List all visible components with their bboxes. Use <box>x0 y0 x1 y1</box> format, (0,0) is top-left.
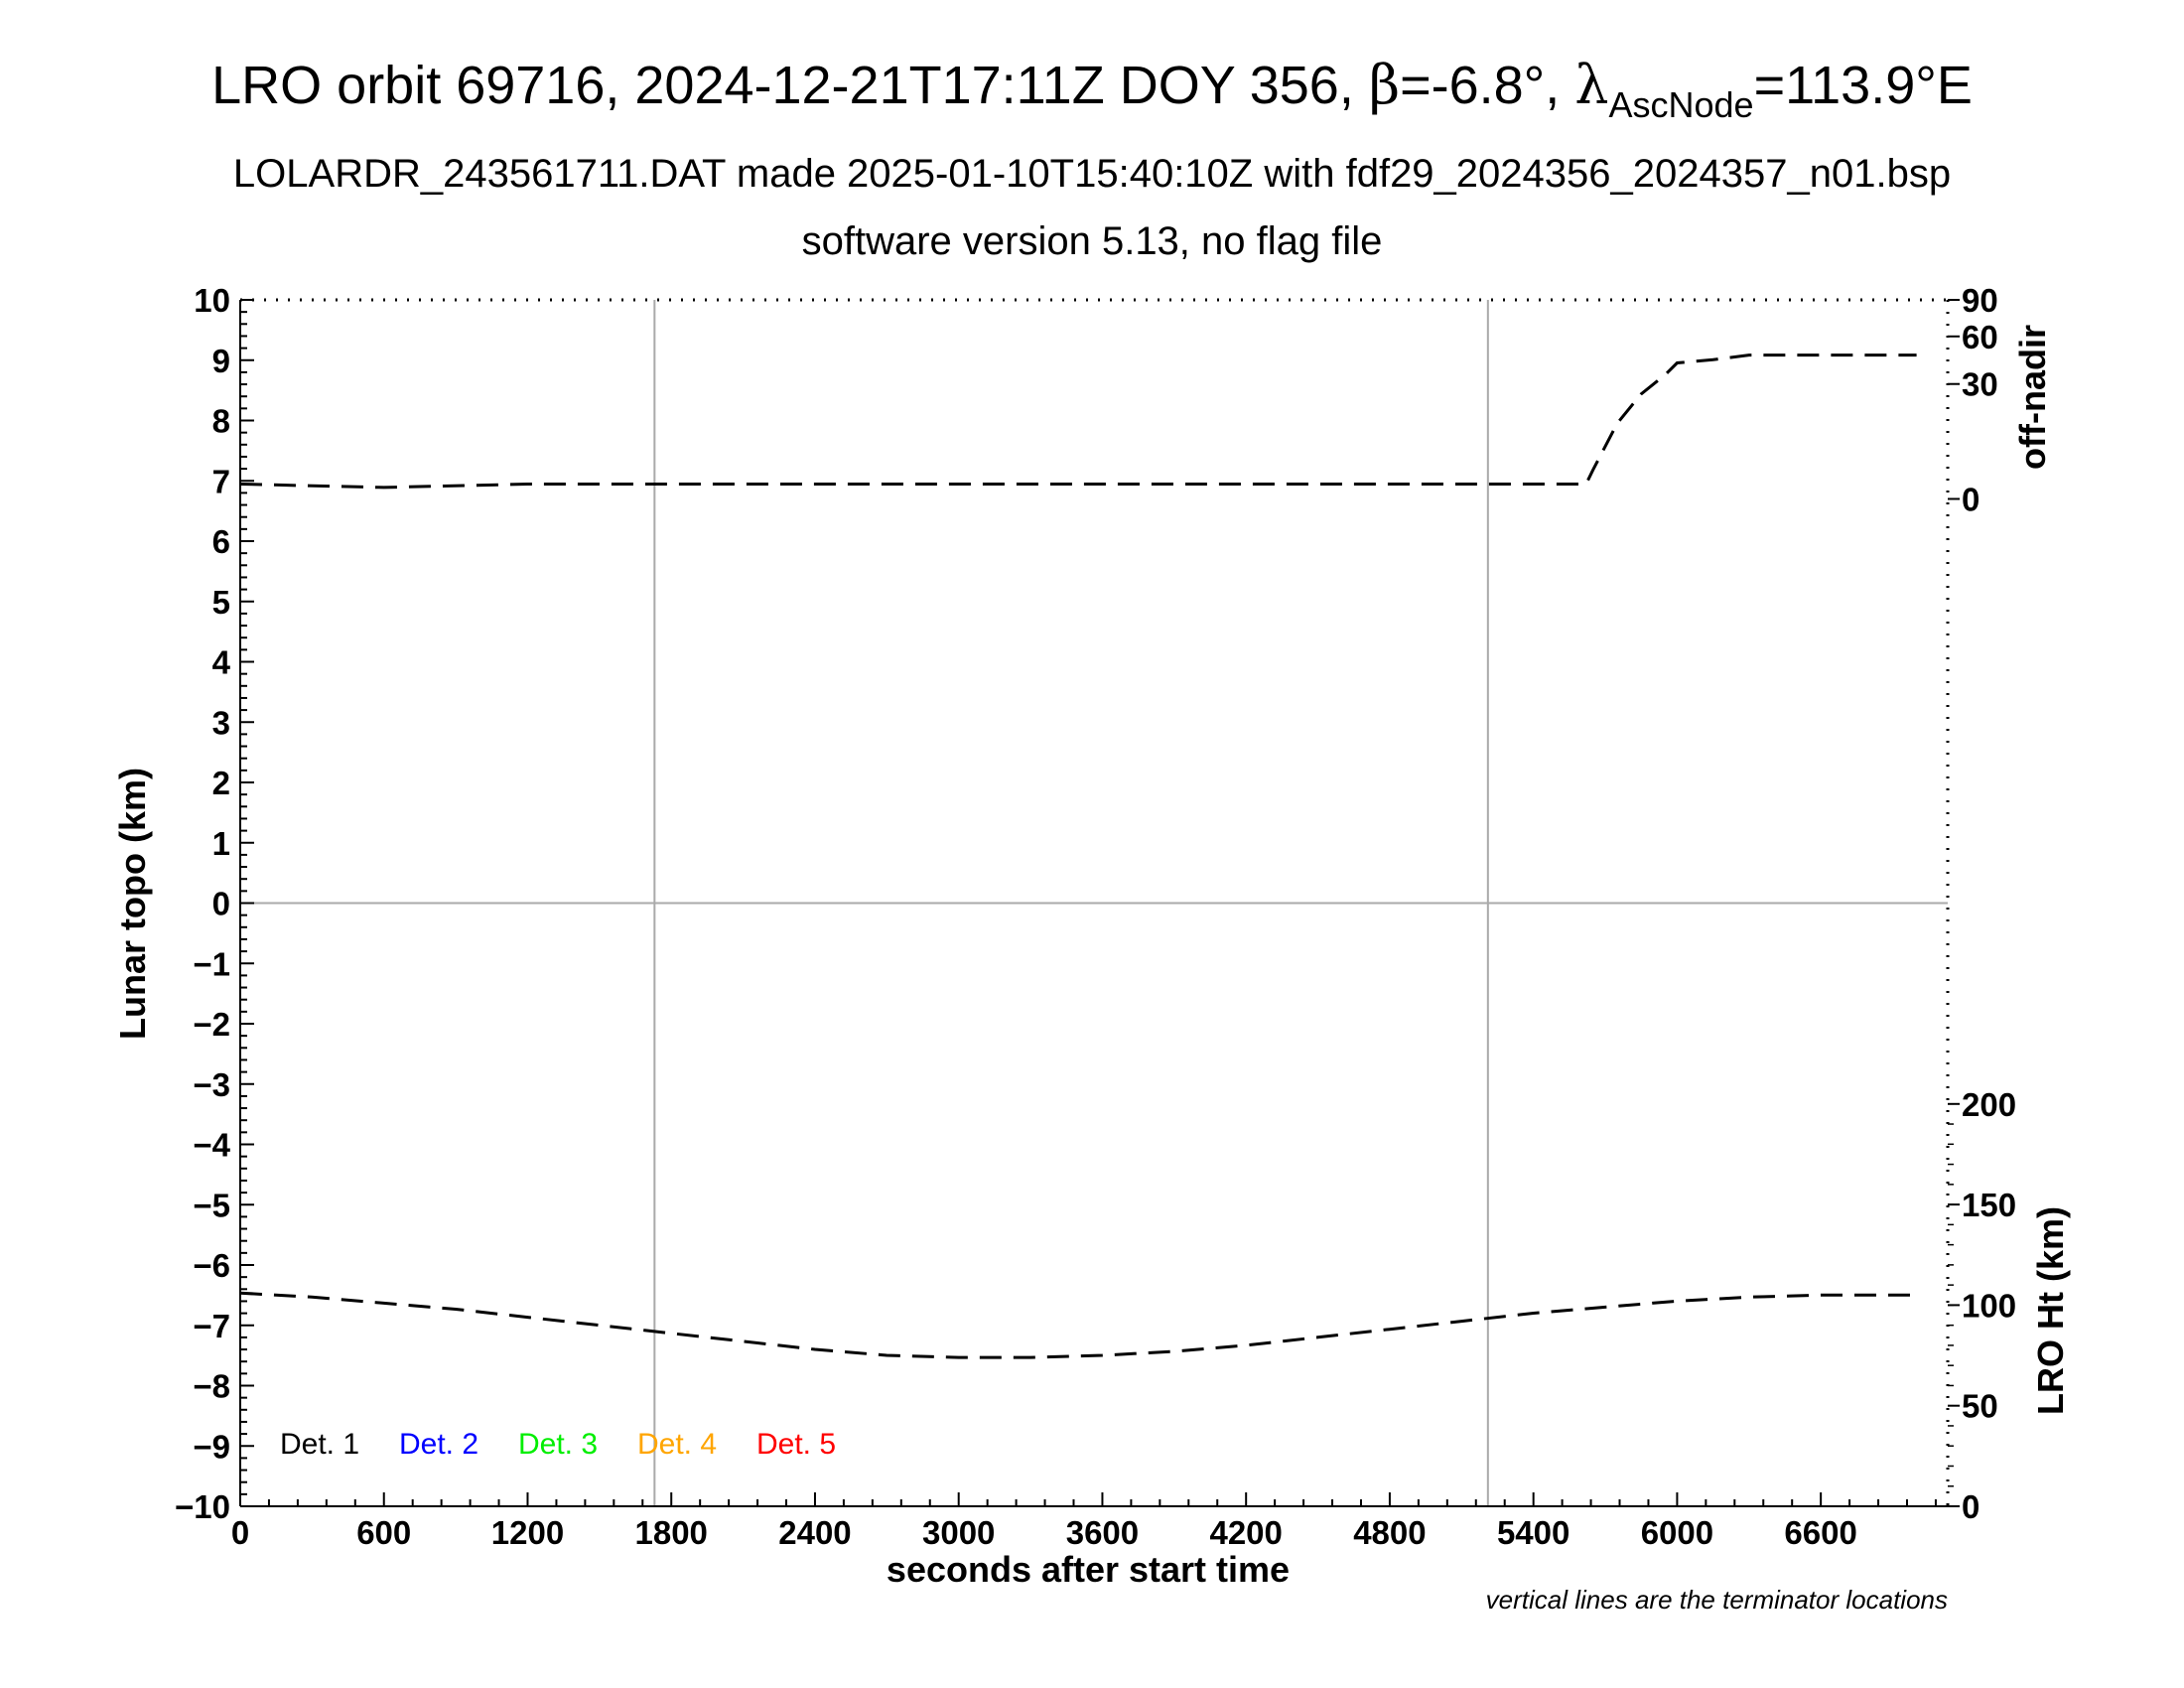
chart-subtitle-software: software version 5.13, no flag file <box>802 219 1383 263</box>
x-tick-label: 600 <box>356 1514 411 1551</box>
off-nadir-tick-label: 90 <box>1962 282 1998 319</box>
off-nadir-tick-label: 0 <box>1962 481 1979 517</box>
series-group <box>239 353 1917 1359</box>
x-tick-label: 1200 <box>491 1514 564 1551</box>
y-tick-label: 9 <box>212 343 230 379</box>
y-tick-label: 5 <box>212 584 230 621</box>
terminator-note: vertical lines are the terminator locati… <box>1486 1585 1948 1615</box>
chart-subtitle-file: LOLARDR_243561711.DAT made 2025-01-10T15… <box>233 152 1951 196</box>
right-bottom-axis-ticks: 200 150 100 50 0 <box>1948 1086 2016 1525</box>
y-tick-label: 4 <box>212 644 231 681</box>
y-tick-label: −10 <box>175 1488 230 1525</box>
x-tick-label: 0 <box>231 1514 249 1551</box>
y-tick-label: −1 <box>193 945 230 982</box>
x-axis-ticks: 0 600 1200 1800 2400 3000 3600 4200 4800 5400 6000… <box>231 1514 1857 1551</box>
y-tick-label: 2 <box>212 765 230 801</box>
y-tick-label: 8 <box>212 403 230 440</box>
y-tick-label: −6 <box>193 1247 230 1284</box>
grid-lines <box>240 300 1948 1506</box>
legend-item-det-5: Det. 5 <box>756 1428 836 1461</box>
y-tick-label: −2 <box>193 1006 230 1043</box>
x-tick-label: 2400 <box>778 1514 851 1551</box>
lro-height-series-line <box>239 1291 1917 1359</box>
off-nadir-series-line <box>239 353 1917 490</box>
height-tick-label: 100 <box>1962 1287 2016 1324</box>
x-tick-label: 3600 <box>1066 1514 1139 1551</box>
height-tick-label: 0 <box>1962 1488 1979 1525</box>
height-tick-label: 200 <box>1962 1086 2016 1123</box>
x-tick-label: 4200 <box>1209 1514 1282 1551</box>
y-tick-label: 10 <box>194 282 230 319</box>
y-tick-label: 3 <box>212 704 230 741</box>
y-tick-label: −7 <box>193 1308 230 1344</box>
y-tick-label: −8 <box>193 1368 230 1405</box>
x-tick-label: 6000 <box>1641 1514 1713 1551</box>
legend-item-det-3: Det. 3 <box>518 1428 598 1461</box>
y-tick-label: −4 <box>193 1127 230 1164</box>
x-tick-label: 1800 <box>635 1514 708 1551</box>
legend-item-det-4: Det. 4 <box>637 1428 717 1461</box>
minor-ticks <box>239 299 1937 1507</box>
legend-item-det-1: Det. 1 <box>280 1428 359 1461</box>
y-axis-label-right-top: off-nadir <box>2012 325 2053 470</box>
y-tick-label: 6 <box>212 523 230 560</box>
x-tick-label: 3000 <box>922 1514 995 1551</box>
y-axis-label-left: Lunar topo (km) <box>112 768 153 1040</box>
off-nadir-tick-label: 60 <box>1962 319 1998 355</box>
y-tick-label: −9 <box>193 1428 230 1465</box>
legend: Det. 1 Det. 2 Det. 3 Det. 4 Det. 5 <box>280 1428 836 1461</box>
x-tick-label: 6600 <box>1784 1514 1856 1551</box>
x-axis-label: seconds after start time <box>887 1549 1290 1590</box>
y-tick-label: −3 <box>193 1066 230 1103</box>
y-tick-label: −5 <box>193 1187 230 1223</box>
off-nadir-tick-label: 30 <box>1962 366 1998 403</box>
y-tick-label: 0 <box>212 886 230 922</box>
y-axis-label-right-bottom: LRO Ht (km) <box>2030 1206 2071 1415</box>
chart-title: LRO orbit 69716, 2024-12-21T17:11Z DOY 3… <box>211 54 1973 125</box>
height-tick-label: 50 <box>1962 1388 1998 1425</box>
legend-item-det-2: Det. 2 <box>399 1428 478 1461</box>
y-tick-label: 7 <box>212 463 230 499</box>
height-tick-label: 150 <box>1962 1187 2016 1223</box>
x-tick-label: 5400 <box>1497 1514 1570 1551</box>
y-tick-label: 1 <box>212 825 230 862</box>
x-tick-label: 4800 <box>1353 1514 1426 1551</box>
